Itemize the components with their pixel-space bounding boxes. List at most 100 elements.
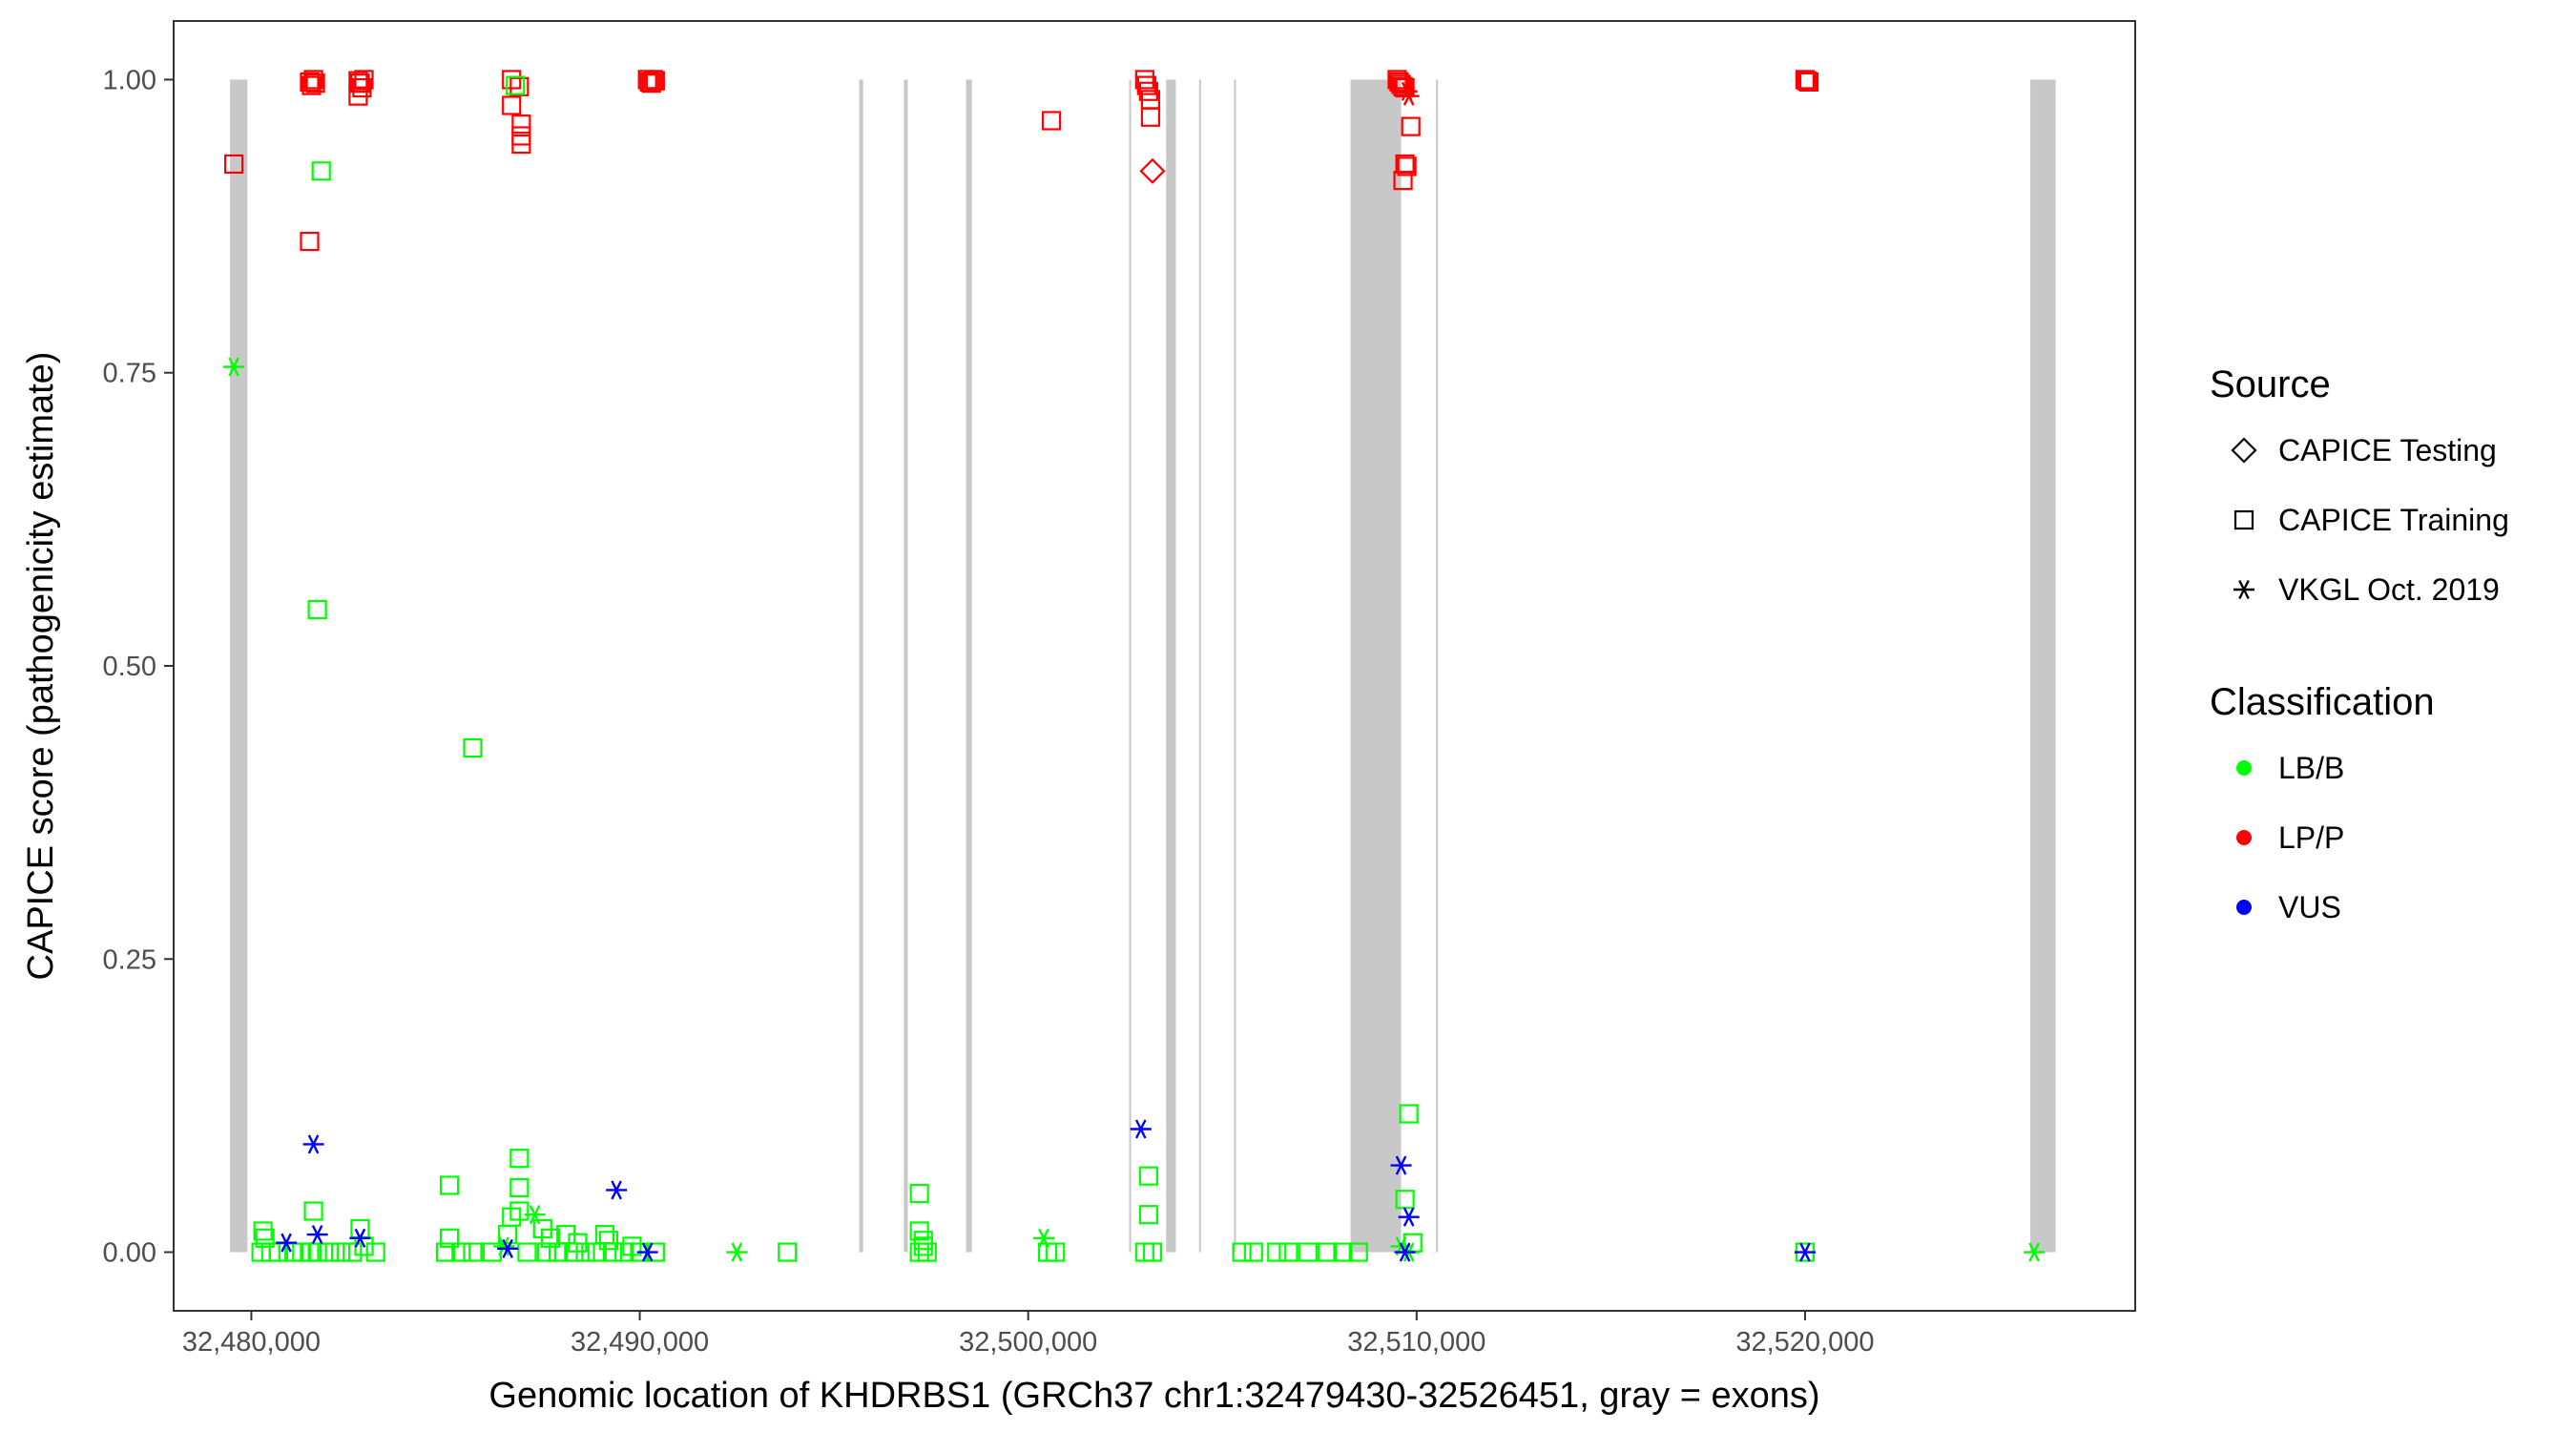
data-point [1394,1242,1416,1262]
legend-entry: VUS [2236,890,2341,924]
data-point [639,72,659,93]
legend-title: Source [2210,363,2331,405]
data-point [1232,1242,1252,1262]
data-point [350,1218,370,1239]
y-tick-label: 1.00 [103,65,156,95]
data-point [301,75,322,95]
data-point [594,1225,615,1245]
data-point [253,1221,273,1241]
exon-band-10 [1436,79,1439,1253]
data-point [1046,1242,1066,1262]
data-point [1267,1242,1287,1262]
data-point [509,1177,530,1198]
data-point [1390,1155,1412,1175]
data-point [1136,75,1156,95]
legend-key [2233,509,2254,530]
data-point [575,1242,595,1262]
legend: Source CAPICE Testing CAPICE Training VKGL … [2210,363,2509,924]
data-point [302,1134,324,1154]
legend-key [2233,579,2254,600]
legend-group-2: Classification LB/B LP/P VUS [2210,681,2435,924]
legend-key [2231,437,2257,464]
legend-label: VUS [2278,890,2341,924]
data-point [1138,1205,1158,1225]
legend-key [2236,830,2252,845]
data-point [276,1233,298,1253]
data-point [913,1236,933,1256]
legend-key [2236,900,2252,915]
data-point [1318,1242,1338,1262]
data-point [641,73,661,93]
data-points [223,70,2046,1262]
y-tick-label: 0.50 [103,652,156,682]
data-point [1401,116,1421,136]
data-point [311,161,331,181]
x-axis-title: Genomic location of KHDRBS1 (GRCh37 chr1… [488,1376,1819,1416]
data-point [1278,1242,1298,1262]
series-lb-b [223,75,2046,1262]
data-point [330,1242,351,1262]
data-point [502,95,522,115]
data-point [645,71,665,91]
data-point [348,71,368,91]
data-point [1333,1242,1353,1262]
x-tick-label: 32,520,000 [1735,1327,1874,1358]
data-point [1794,1242,1816,1262]
exon-band-5 [1129,79,1132,1253]
legend-title: Classification [2210,681,2435,723]
data-point [1348,1242,1368,1262]
data-point [1138,1166,1158,1186]
data-point [536,1242,556,1262]
legend-label: CAPICE Testing [2278,433,2497,467]
legend-key [2236,760,2252,776]
exon-band-4 [966,79,972,1253]
data-point [365,1242,385,1262]
data-point [1798,72,1819,93]
data-point [306,1225,328,1245]
y-tick-label: 0.00 [103,1238,156,1269]
data-point [1134,70,1154,90]
data-point [511,134,531,155]
legend-label: CAPICE Training [2278,503,2509,537]
legend-entry: VKGL Oct. 2019 [2233,572,2500,607]
exon-band-2 [859,79,863,1253]
exon-band-8 [1234,79,1236,1253]
exon-band-11 [2030,79,2056,1253]
data-point [439,1175,460,1195]
data-point [349,1228,371,1248]
data-point [300,231,320,252]
data-point [1398,86,1420,106]
x-tick-label: 32,480,000 [182,1327,321,1358]
data-point [305,73,325,93]
data-point [1399,1104,1419,1124]
data-point [307,1242,327,1262]
y-tick-label: 0.75 [103,359,156,389]
data-point [1243,1242,1263,1262]
legend-label: LP/P [2278,820,2344,855]
data-point [343,1242,363,1262]
x-axis: 32,480,000 32,490,000 32,500,000 32,510,000… [182,1311,1875,1358]
data-point [1393,171,1413,191]
data-point [435,1242,456,1262]
data-point [1298,1242,1318,1262]
data-point [451,1242,471,1262]
legend-entry: CAPICE Training [2233,503,2509,537]
series-vus [276,1119,1816,1262]
data-point [307,599,327,620]
data-point [506,75,526,95]
data-point [439,1228,460,1248]
data-point [643,70,663,90]
x-tick-label: 32,510,000 [1347,1327,1485,1358]
data-point [509,76,530,96]
data-point [255,1228,275,1248]
plot-panel-border [173,20,2136,1312]
y-axis-title: CAPICE score (pathogenicity estimate) [21,352,61,981]
data-point [350,73,370,93]
data-point [917,1242,937,1262]
data-point [463,737,483,758]
legend-label: LB/B [2278,751,2344,785]
data-point [517,1242,537,1262]
data-point [348,86,368,106]
data-point [509,1149,530,1169]
exon-bands [230,79,2056,1253]
